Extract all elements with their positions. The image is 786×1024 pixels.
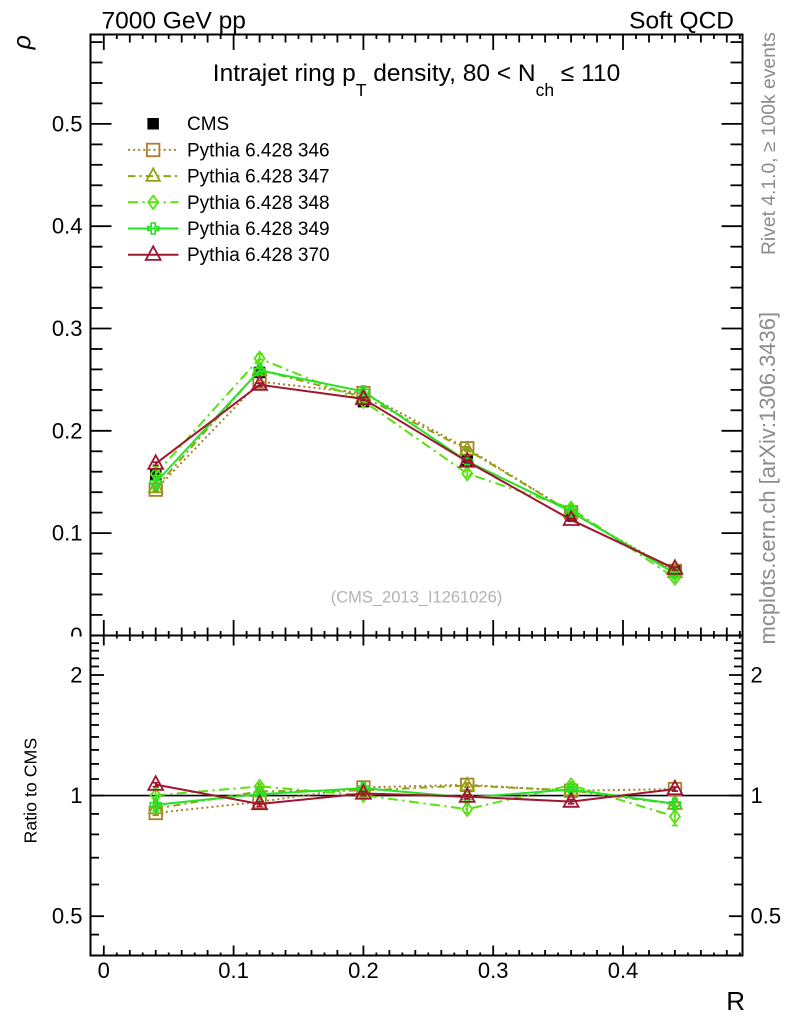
svg-text:0.5: 0.5	[751, 904, 782, 929]
svg-text:Ratio to CMS: Ratio to CMS	[21, 738, 41, 844]
svg-text:7000 GeV pp: 7000 GeV pp	[102, 8, 246, 35]
svg-text:0.4: 0.4	[608, 958, 639, 983]
svg-text:0.3: 0.3	[478, 958, 509, 983]
svg-text:(CMS_2013_I1261026): (CMS_2013_I1261026)	[331, 589, 503, 607]
svg-text:0.1: 0.1	[52, 521, 83, 546]
svg-text:mcplots.cern.ch [arXiv:1306.34: mcplots.cern.ch [arXiv:1306.3436]	[755, 312, 780, 645]
svg-text:0.1: 0.1	[218, 958, 249, 983]
svg-text:0.5: 0.5	[52, 111, 83, 136]
svg-text:0.2: 0.2	[52, 418, 83, 443]
svg-text:0: 0	[98, 958, 110, 983]
svg-text:0.2: 0.2	[348, 958, 379, 983]
svg-text:0.4: 0.4	[52, 214, 83, 239]
svg-text:1: 1	[751, 783, 763, 808]
svg-text:Rivet 4.1.0, ≥ 100k events: Rivet 4.1.0, ≥ 100k events	[759, 32, 780, 255]
svg-text:Pythia 6.428 346: Pythia 6.428 346	[187, 140, 330, 161]
svg-text:2: 2	[70, 663, 82, 688]
svg-text:2: 2	[751, 663, 763, 688]
svg-text:ρ: ρ	[9, 35, 37, 50]
svg-text:CMS: CMS	[187, 114, 229, 135]
svg-text:0.5: 0.5	[52, 904, 83, 929]
svg-text:Pythia 6.428 370: Pythia 6.428 370	[187, 245, 330, 266]
svg-text:1: 1	[70, 783, 82, 808]
svg-text:0.3: 0.3	[52, 316, 83, 341]
svg-text:Pythia 6.428 348: Pythia 6.428 348	[187, 193, 330, 214]
svg-text:Soft QCD: Soft QCD	[629, 8, 734, 35]
svg-text:Pythia 6.428 349: Pythia 6.428 349	[187, 219, 330, 240]
svg-text:Pythia 6.428 347: Pythia 6.428 347	[187, 167, 330, 188]
svg-text:R: R	[726, 986, 745, 1016]
